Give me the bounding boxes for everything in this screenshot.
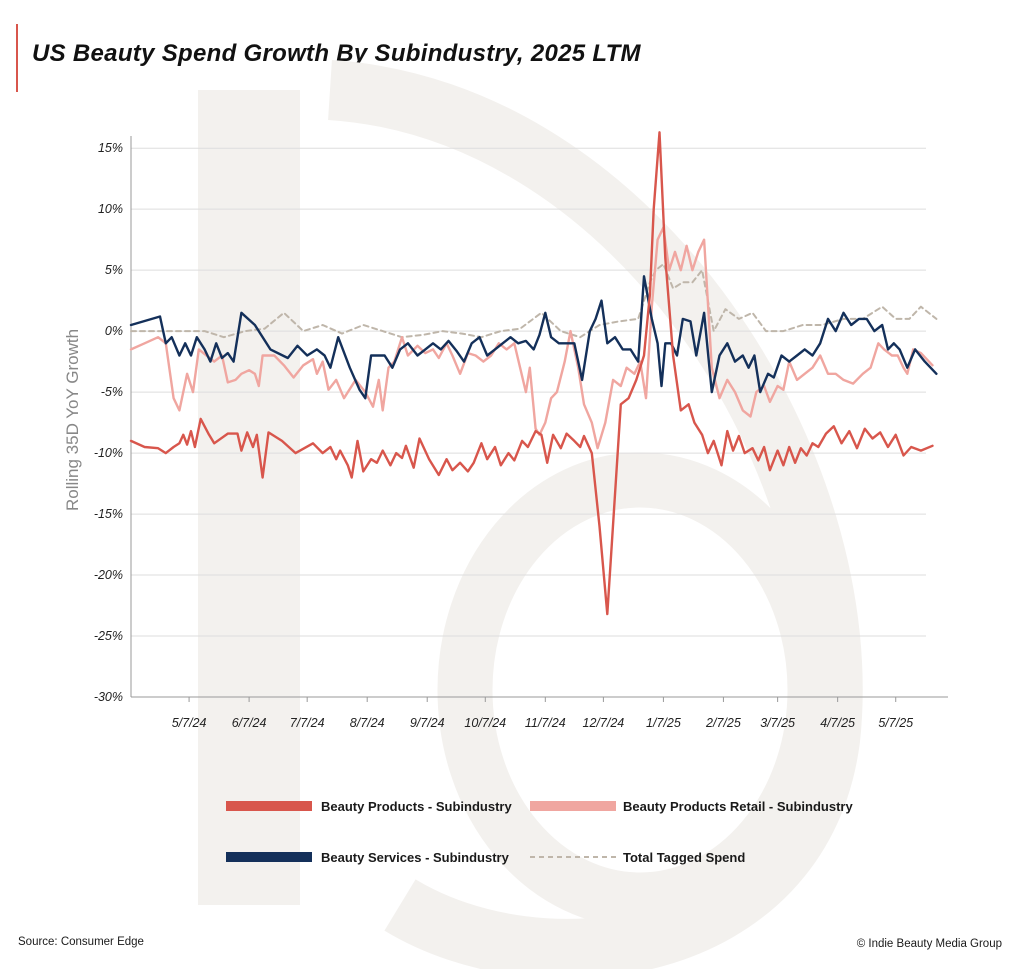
watermark-bowl (437, 452, 843, 928)
chart-grid (131, 147, 926, 637)
y-tick-label: -15% (94, 507, 123, 521)
y-tick-label: 10% (98, 202, 123, 216)
y-tick-label: 5% (105, 263, 123, 277)
legend-label-beauty-products: Beauty Products - Subindustry (321, 799, 512, 814)
chart-axes (130, 136, 948, 698)
title-accent-bar (16, 24, 18, 92)
x-tick-label: 5/7/24 (172, 716, 207, 730)
chart-legend: Beauty Products - Subindustry Beauty Prod… (226, 799, 853, 865)
y-tick-label: -20% (94, 568, 123, 582)
x-tick-label: 8/7/24 (350, 716, 385, 730)
x-tick-label: 2/7/25 (705, 716, 741, 730)
x-tick-label: 3/7/25 (760, 716, 795, 730)
legend-label-total: Total Tagged Spend (623, 850, 745, 865)
watermark-logo (198, 60, 863, 969)
y-tick-label: 0% (105, 324, 123, 338)
series-line-beauty-services (129, 275, 938, 400)
y-tick-label: 15% (98, 141, 123, 155)
source-note: Source: Consumer Edge (18, 936, 144, 948)
x-tick-label: 6/7/24 (232, 716, 267, 730)
y-axis-ticks: 15% 10% 5% 0% -5% -10% -15% -20% -25% -30% (94, 141, 123, 704)
y-tick-label: -30% (94, 690, 123, 704)
series-line-beauty-products-retail (129, 226, 934, 450)
series-line-beauty-products (129, 131, 934, 616)
y-axis-label: Rolling 35D YoY Growth (63, 329, 82, 511)
x-tick-label: 10/7/24 (464, 716, 506, 730)
x-tick-label: 7/7/24 (290, 716, 325, 730)
x-tick-label: 9/7/24 (410, 716, 445, 730)
legend-label-beauty-products-retail: Beauty Products Retail - Subindustry (623, 799, 853, 814)
series-line-total (130, 263, 938, 339)
copyright-note: © Indie Beauty Media Group (856, 938, 1002, 950)
chart-series (129, 131, 938, 616)
x-tick-label: 4/7/25 (820, 716, 855, 730)
x-tick-label: 11/7/24 (525, 716, 566, 730)
watermark-stem (198, 90, 300, 905)
x-tick-label: 1/7/25 (646, 716, 681, 730)
x-axis-ticks: 5/7/24 6/7/24 7/7/24 8/7/24 9/7/24 10/7/24 11/… (172, 697, 913, 730)
x-tick-label: 5/7/25 (878, 716, 913, 730)
y-tick-label: -5% (101, 385, 123, 399)
x-tick-label: 12/7/24 (583, 716, 625, 730)
legend-label-beauty-services: Beauty Services - Subindustry (321, 850, 510, 865)
y-tick-label: -10% (94, 446, 123, 460)
y-tick-label: -25% (94, 629, 123, 643)
